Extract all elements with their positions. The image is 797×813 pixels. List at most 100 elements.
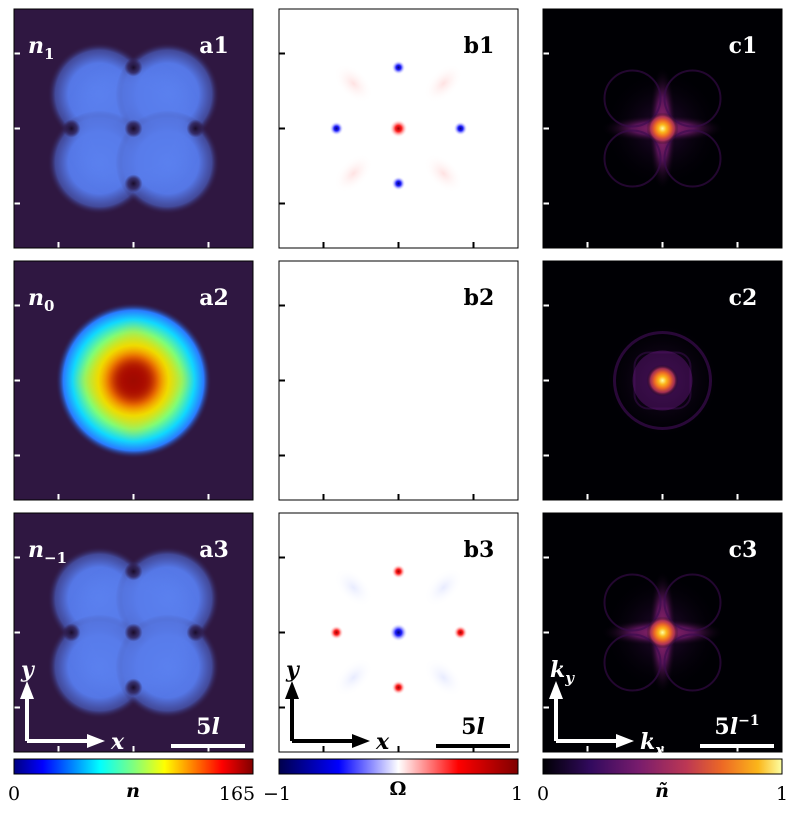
vortex-core-bottom bbox=[124, 678, 143, 697]
vorticity-spot-bottom bbox=[391, 680, 406, 695]
x-axis-label: x bbox=[110, 729, 125, 755]
column-b-vorticity: b1 b2 b3 bbox=[278, 8, 519, 753]
component-label-a1: n1 bbox=[28, 33, 54, 63]
colorbar-density-min: 0 bbox=[8, 783, 20, 805]
column-a-density: n1 a1 n0 a2 n−1 a3 bbox=[13, 8, 254, 753]
panel-b2-border bbox=[278, 260, 519, 501]
axes-arrows-b: xy bbox=[285, 657, 390, 755]
panel-c1-ticks bbox=[543, 52, 739, 248]
vorticity-halo bbox=[333, 63, 464, 194]
component-label-a3: n−1 bbox=[28, 537, 67, 567]
colorbar-density-bar bbox=[13, 758, 254, 775]
scale-bar-c-bar bbox=[700, 744, 774, 748]
panel-a3-border bbox=[13, 512, 254, 753]
scale-bar-a-bar bbox=[171, 744, 245, 748]
colorbar-vorticity-min: −1 bbox=[263, 783, 291, 805]
colorbar-momentum-bar bbox=[542, 758, 783, 775]
vorticity-spot-left bbox=[329, 625, 344, 640]
panel-label-c2: c2 bbox=[729, 285, 758, 311]
momentum-pattern bbox=[600, 570, 725, 695]
panel-c3: c3 bbox=[542, 512, 783, 753]
y-axis-label: y bbox=[285, 657, 301, 683]
vorticity-spot-right bbox=[453, 625, 468, 640]
vortex-core-top bbox=[124, 58, 143, 77]
panel-c3-border bbox=[542, 512, 783, 753]
vortex-core-top bbox=[124, 562, 143, 581]
scale-bar-b-label: 5l bbox=[461, 714, 485, 740]
x-axis-letter: x bbox=[375, 729, 390, 755]
colorbar-momentum: 0 1 ñ bbox=[537, 758, 788, 805]
momentum-peak bbox=[646, 364, 679, 397]
panel-b1: b1 bbox=[278, 8, 519, 249]
component-letter: n bbox=[28, 537, 44, 563]
x-axis-subscript: x bbox=[654, 741, 665, 759]
momentum-pattern bbox=[602, 320, 723, 441]
panel-a1-border bbox=[13, 8, 254, 249]
colorbar-vorticity-bar bbox=[278, 758, 519, 775]
scale-bar-b: 5l bbox=[436, 714, 510, 748]
panel-a3: n−1 a3 bbox=[13, 512, 254, 753]
x-axis-label: kx bbox=[640, 729, 665, 759]
y-axis-subscript: y bbox=[564, 669, 575, 687]
panel-a1-ticks bbox=[14, 52, 210, 248]
panel-b3-border bbox=[278, 512, 519, 753]
scale-bar-a: 5l bbox=[171, 714, 245, 748]
panel-label-b1: b1 bbox=[464, 33, 495, 59]
density-lobes bbox=[47, 546, 220, 719]
colorbar-vorticity-max: 1 bbox=[511, 783, 523, 805]
panel-label-b3: b3 bbox=[464, 537, 495, 563]
vorticity-spot-top bbox=[391, 564, 406, 579]
momentum-pattern bbox=[600, 66, 725, 191]
density-lobes bbox=[47, 42, 220, 215]
vortex-core-center bbox=[124, 623, 143, 642]
axes-arrows-a: xy bbox=[20, 657, 125, 755]
panel-c2-ticks bbox=[543, 304, 739, 500]
colorbar-vorticity-label: Ω bbox=[390, 778, 407, 800]
panel-label-a1: a1 bbox=[199, 33, 229, 59]
panel-c2: c2 bbox=[542, 260, 783, 501]
y-axis-letter: k bbox=[550, 657, 565, 683]
x-axis-label: x bbox=[375, 729, 390, 755]
panel-b3: b3 bbox=[278, 512, 519, 753]
vortex-core-center bbox=[124, 119, 143, 138]
panel-b2-ticks bbox=[279, 304, 475, 500]
panel-a2-border bbox=[13, 260, 254, 501]
scale-unit: l bbox=[476, 714, 484, 740]
density-blob bbox=[55, 302, 212, 459]
vortex-core-left bbox=[62, 119, 81, 138]
scale-bar-c-label: 5l−1 bbox=[714, 713, 759, 740]
vortex-core-right bbox=[186, 623, 205, 642]
vortex-core-left bbox=[62, 623, 81, 642]
scale-value: 5 bbox=[714, 714, 729, 740]
colorbar-momentum-max: 1 bbox=[776, 783, 788, 805]
vorticity-spot-center bbox=[389, 119, 408, 138]
panel-c1: c1 bbox=[542, 8, 783, 249]
panel-label-a2: a2 bbox=[199, 285, 229, 311]
panel-b2: b2 bbox=[278, 260, 519, 501]
x-axis-letter: k bbox=[640, 729, 655, 755]
component-subscript: −1 bbox=[44, 549, 67, 567]
panel-label-a3: a3 bbox=[199, 537, 229, 563]
component-subscript: 1 bbox=[44, 45, 54, 63]
scale-value: 5 bbox=[461, 714, 476, 740]
momentum-peak bbox=[646, 112, 679, 145]
panel-c1-border bbox=[542, 8, 783, 249]
panel-label-c3: c3 bbox=[729, 537, 758, 563]
component-letter: n bbox=[28, 33, 44, 59]
x-axis-letter: x bbox=[110, 729, 125, 755]
y-axis-label: ky bbox=[550, 657, 575, 687]
vorticity-halo bbox=[333, 567, 464, 698]
y-axis-letter: y bbox=[20, 657, 36, 683]
scale-exponent: −1 bbox=[738, 713, 759, 729]
vorticity-spot-left bbox=[329, 121, 344, 136]
component-subscript: 0 bbox=[44, 297, 54, 315]
scale-bar-b-bar bbox=[436, 744, 510, 748]
colorbar-momentum-min: 0 bbox=[537, 783, 549, 805]
column-c-momentum: c1 c2 c3 bbox=[542, 8, 783, 753]
panel-a2-ticks bbox=[14, 304, 210, 500]
vorticity-spot-bottom bbox=[391, 176, 406, 191]
vortex-core-bottom bbox=[124, 174, 143, 193]
colorbar-density-max: 165 bbox=[219, 783, 255, 805]
